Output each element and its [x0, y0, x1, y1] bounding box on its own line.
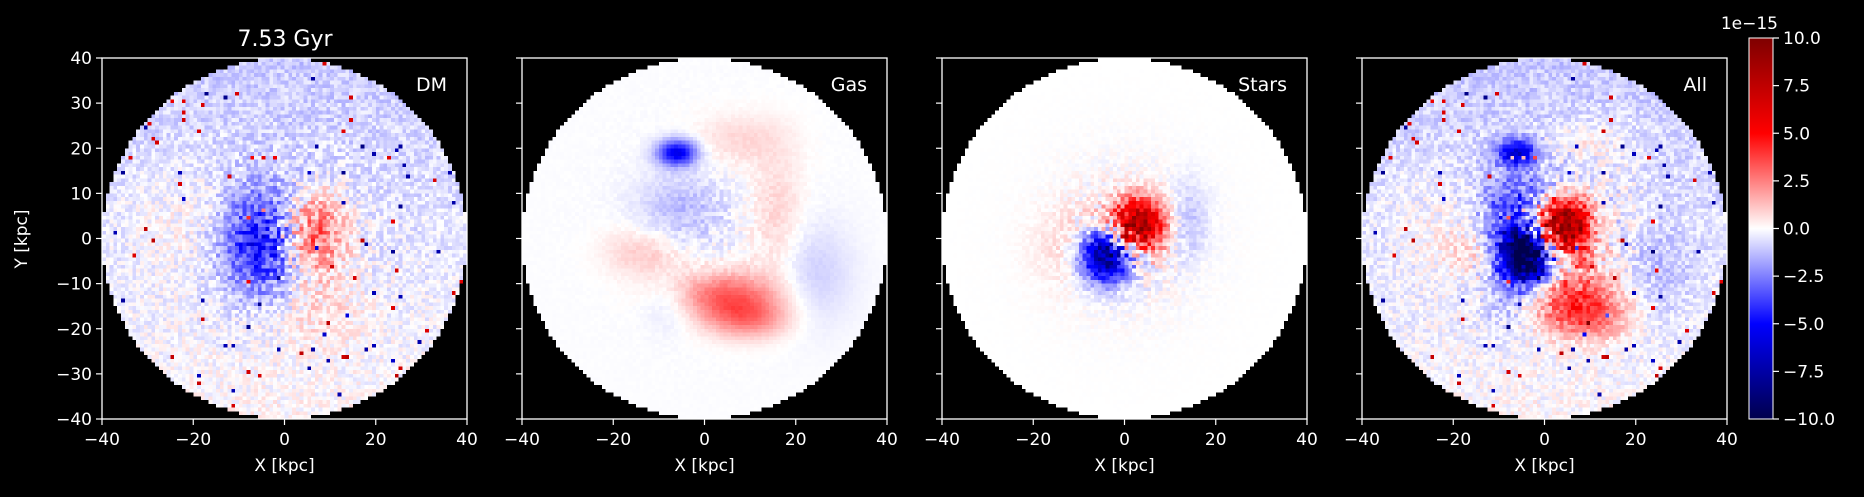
- y-tick-label: 40: [70, 49, 92, 69]
- x-tick-label: −20: [595, 430, 631, 450]
- x-tick-label: 0: [699, 430, 710, 450]
- colorbar-tick-label: 5.0: [1783, 124, 1810, 144]
- y-tick-label: 0: [81, 230, 92, 250]
- labels: 7.53 Gyr 1e−15 Y [kpc]: [12, 14, 1778, 270]
- x-tick-label: −20: [1435, 430, 1471, 450]
- x-tick-label: 40: [456, 430, 478, 450]
- x-tick-label: 40: [1716, 430, 1738, 450]
- heatmap-gas: [522, 58, 887, 419]
- colorbar-tick-label: 10.0: [1783, 29, 1821, 49]
- y-axis-label: Y [kpc]: [12, 209, 32, 269]
- panel-label: DM: [416, 74, 447, 96]
- y-tick-label: 10: [70, 184, 92, 204]
- x-tick-label: 20: [1205, 430, 1227, 450]
- y-tick-label: −10: [56, 275, 92, 295]
- colorbar-tick-label: −10.0: [1783, 410, 1835, 430]
- x-axis-label: X [kpc]: [254, 456, 314, 476]
- y-tick-label: −30: [56, 365, 92, 385]
- x-tick-label: −40: [84, 430, 120, 450]
- colorbar-tick-label: 0.0: [1783, 220, 1810, 240]
- x-tick-label: −40: [504, 430, 540, 450]
- x-tick-label: 0: [1539, 430, 1550, 450]
- colorbar: 10.0 7.5 5.0 2.5 0.0 −2.5 −5.0 −7.5 −10.0: [1748, 29, 1835, 430]
- x-tick-label: 0: [1119, 430, 1130, 450]
- colorbar-offset-label: 1e−15: [1721, 14, 1778, 34]
- x-tick-label: 40: [1296, 430, 1318, 450]
- colorbar-tick-label: −7.5: [1783, 362, 1824, 382]
- colorbar-gradient: [1748, 37, 1774, 420]
- x-tick-label: 20: [785, 430, 807, 450]
- heatmap-stars: [942, 58, 1307, 419]
- x-axis-label: X [kpc]: [1094, 456, 1154, 476]
- heatmap-dm: [102, 58, 467, 419]
- panel-gas: −40 −20 0 20 40 X [kpc] Gas: [504, 57, 898, 476]
- x-tick-label: −40: [924, 430, 960, 450]
- x-tick-label: 0: [279, 430, 290, 450]
- x-axis-label: X [kpc]: [674, 456, 734, 476]
- x-tick-label: 40: [876, 430, 898, 450]
- panel-label: All: [1683, 74, 1707, 96]
- heatmap-all: [1362, 58, 1727, 419]
- y-tick-label: −40: [56, 410, 92, 430]
- colorbar-tick-label: −5.0: [1783, 315, 1824, 335]
- colorbar-tick-label: 7.5: [1783, 77, 1810, 97]
- panels: −40 −20 0 20 40 X [kpc] −40 −30 −20 −10 0 10 20 30 40 D…: [56, 49, 1738, 476]
- x-tick-label: 20: [1625, 430, 1647, 450]
- x-tick-label: 20: [365, 430, 387, 450]
- panel-label: Stars: [1238, 74, 1287, 96]
- panel-label: Gas: [831, 74, 867, 96]
- panel-stars: −40 −20 0 20 40 X [kpc] Stars: [924, 57, 1318, 476]
- x-axis-label: X [kpc]: [1514, 456, 1574, 476]
- colorbar-tick-label: −2.5: [1783, 267, 1824, 287]
- colorbar-tick-label: 2.5: [1783, 172, 1810, 192]
- panel-dm: −40 −20 0 20 40 X [kpc] −40 −30 −20 −10 0 10 20 30 40 D…: [56, 49, 478, 476]
- x-tick-label: −40: [1344, 430, 1380, 450]
- y-tick-label: 30: [70, 94, 92, 114]
- x-tick-label: −20: [1015, 430, 1051, 450]
- y-tick-label: −20: [56, 320, 92, 340]
- figure-title: 7.53 Gyr: [237, 27, 333, 52]
- panel-all: −40 −20 0 20 40 X [kpc] All: [1344, 57, 1738, 476]
- x-tick-label: −20: [175, 430, 211, 450]
- y-tick-label: 20: [70, 139, 92, 159]
